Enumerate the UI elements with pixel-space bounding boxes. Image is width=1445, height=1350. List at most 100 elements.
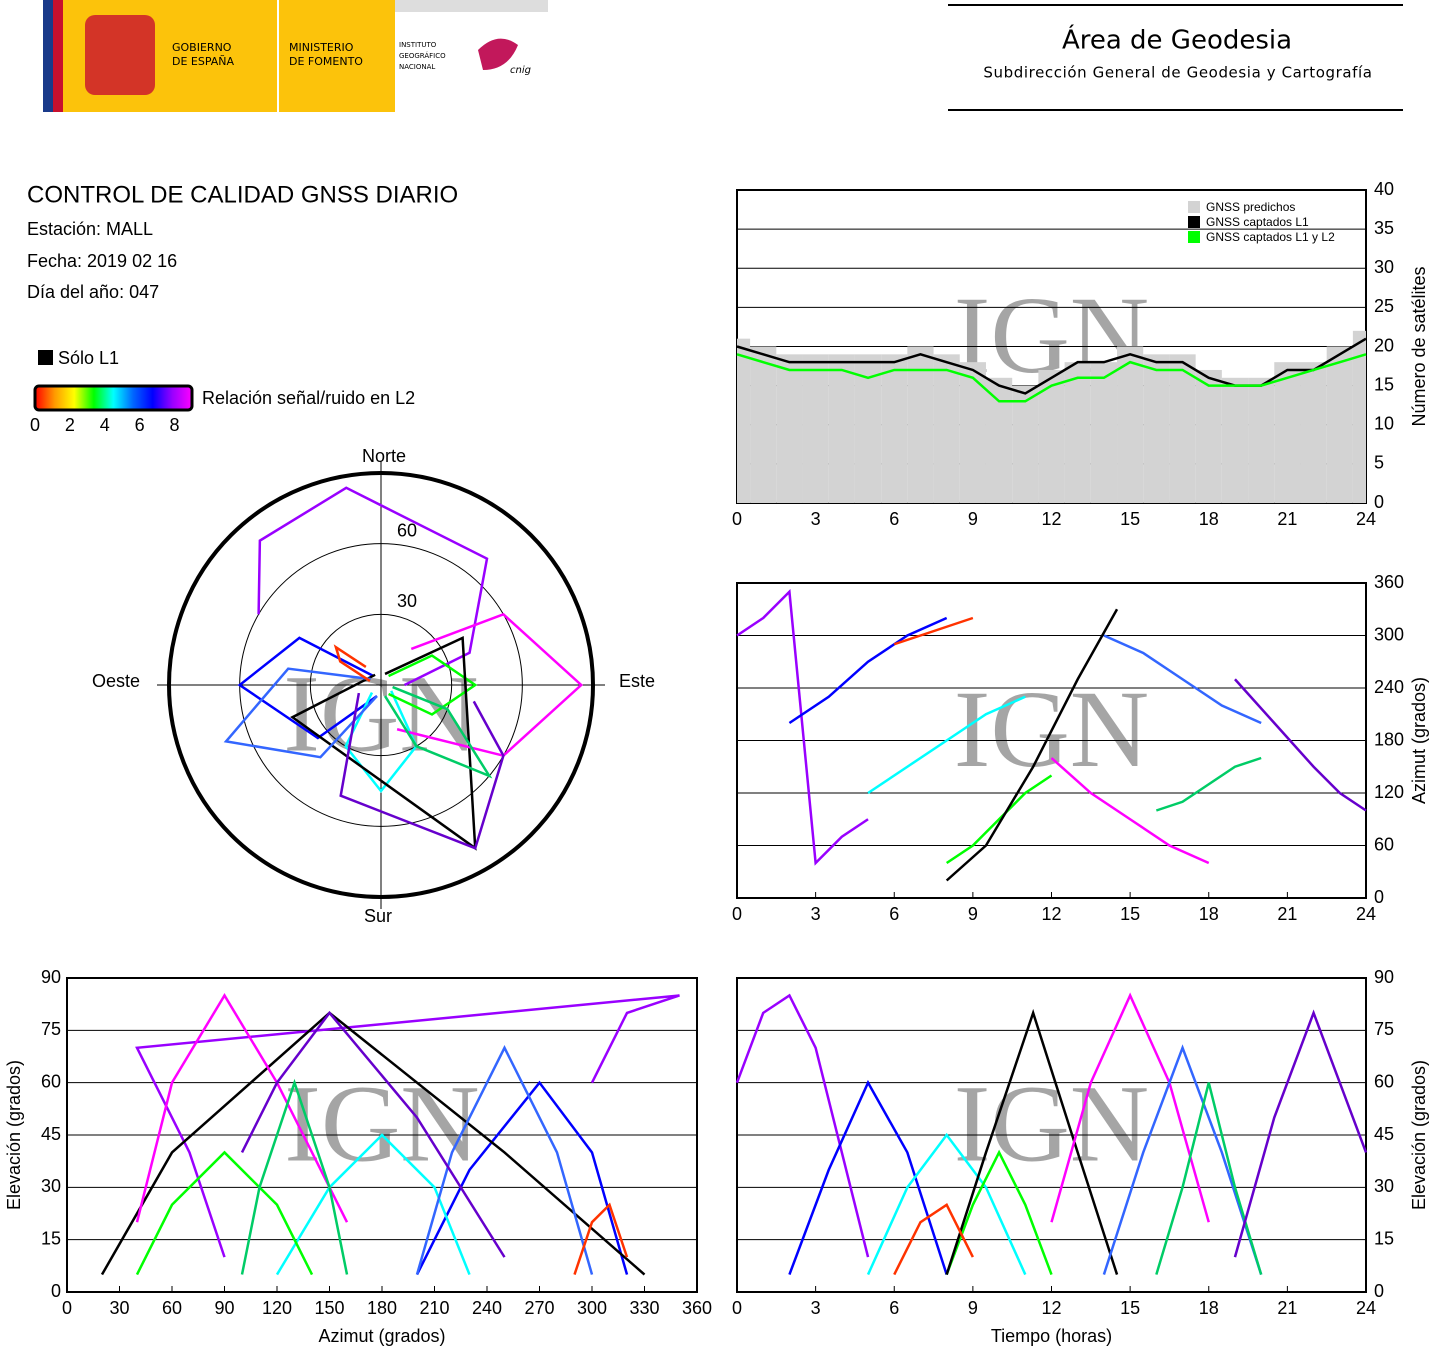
legend-swatch	[1188, 216, 1200, 228]
y-tick-label: 90	[1374, 967, 1394, 987]
y-axis-label: Elevación (grados)	[4, 1060, 24, 1210]
satellite-track	[867, 695, 1026, 795]
y-tick-label: 45	[41, 1124, 61, 1144]
x-tick-label: 9	[968, 1298, 978, 1318]
y-tick-label: 60	[1374, 1071, 1394, 1091]
x-tick-label: 300	[577, 1298, 607, 1318]
bar	[933, 354, 960, 503]
info: Día del año: 047	[27, 282, 159, 302]
x-tick-label: 210	[419, 1298, 449, 1318]
x-tick-label: 21	[1277, 509, 1297, 529]
y-tick-label: 30	[1374, 1176, 1394, 1196]
y-tick-label: 75	[41, 1019, 61, 1039]
satellite-track	[1155, 756, 1262, 812]
bar	[1012, 385, 1039, 503]
y-tick-label: 30	[1374, 257, 1394, 277]
x-tick-label: 0	[62, 1298, 72, 1318]
satellite-track	[1102, 1044, 1263, 1275]
legend-label: GNSS captados L1 y L2	[1206, 230, 1335, 244]
bar	[802, 354, 829, 503]
satellite-track	[223, 667, 378, 759]
satellite-track	[1155, 1082, 1263, 1275]
subtitle: Subdirección General de Geodesia y Carto…	[983, 64, 1372, 82]
logo-text: NACIONAL	[399, 63, 435, 71]
direction-label: Oeste	[92, 671, 140, 691]
y-tick-label: 180	[1374, 729, 1404, 749]
satellite-track	[240, 1010, 506, 1258]
x-tick-label: 0	[732, 509, 742, 529]
report-title: CONTROL DE CALIDAD GNSS DIARIO	[27, 181, 458, 208]
bar	[1064, 362, 1091, 503]
x-tick-label: 120	[262, 1298, 292, 1318]
satellite-track	[945, 774, 1053, 865]
y-axis-label: Elevación (grados)	[1409, 1060, 1429, 1210]
satellite-track	[237, 636, 378, 740]
satellite-track	[396, 612, 584, 758]
logo-text: DE FOMENTO	[289, 55, 363, 68]
satellite-track	[388, 654, 478, 716]
x-tick-label: 12	[1041, 1298, 1061, 1318]
y-tick-label: 360	[1374, 572, 1404, 592]
direction-label: Norte	[362, 446, 406, 466]
bar	[750, 346, 777, 503]
legend-swatch	[38, 350, 53, 365]
x-tick-label: 12	[1041, 509, 1061, 529]
x-tick-label: 60	[162, 1298, 182, 1318]
x-tick-label: 15	[1120, 509, 1140, 529]
ring	[309, 613, 453, 757]
colorbar-tick-label: 2	[65, 415, 75, 435]
satellite-track	[945, 1008, 1119, 1275]
bar	[1300, 362, 1327, 503]
direction-label: Este	[619, 671, 655, 691]
direction-label: Sur	[364, 906, 392, 926]
logo-text: MINISTERIO	[289, 41, 354, 54]
legend-swatch	[1188, 231, 1200, 243]
x-tick-label: 18	[1199, 904, 1219, 924]
logo-text: DE ESPAÑA	[172, 55, 235, 68]
satellite-track	[344, 690, 418, 794]
y-axis-label: Número de satélites	[1409, 266, 1429, 426]
satellite-track	[1103, 634, 1262, 725]
satellite-track	[736, 588, 869, 866]
y-tick-label: 15	[1374, 374, 1394, 394]
plot-frame	[66, 977, 698, 1293]
x-tick-label: 21	[1277, 904, 1297, 924]
x-tick-label: 270	[524, 1298, 554, 1318]
satellite-track	[135, 993, 349, 1223]
satellite-track	[383, 685, 493, 779]
plot-frame	[736, 582, 1367, 899]
bar	[1143, 354, 1170, 503]
satellite-track	[257, 486, 489, 687]
satellite-track	[1050, 757, 1210, 865]
watermark: IGN	[284, 1062, 480, 1184]
satellite-track	[735, 993, 870, 1258]
y-tick-label: 15	[1374, 1228, 1394, 1248]
y-tick-label: 15	[41, 1228, 61, 1248]
bar	[1248, 377, 1275, 503]
logo-text: GOBIERNO	[172, 41, 232, 54]
bar	[881, 354, 908, 503]
bar	[1169, 354, 1196, 503]
x-tick-label: 18	[1199, 509, 1219, 529]
bar	[1274, 362, 1301, 503]
x-tick-label: 24	[1356, 509, 1376, 529]
ring-label: 30	[397, 591, 417, 611]
y-tick-label: 30	[41, 1176, 61, 1196]
satellite-track	[240, 1078, 349, 1275]
satellite-track	[333, 644, 371, 683]
bar	[1326, 346, 1353, 503]
bar	[959, 362, 986, 503]
y-tick-label: 10	[1374, 414, 1394, 434]
satellite-track	[135, 1150, 314, 1276]
x-tick-label: 9	[968, 904, 978, 924]
legend-label: GNSS predichos	[1206, 200, 1295, 214]
x-tick-label: 6	[889, 904, 899, 924]
satellite-track	[788, 1079, 948, 1275]
y-tick-label: 0	[1374, 887, 1384, 907]
satellite-track	[1050, 992, 1210, 1223]
info: Estación: MALL	[27, 219, 153, 239]
area-title: Área de Geodesia	[1062, 24, 1292, 56]
x-tick-label: 3	[811, 1298, 821, 1318]
x-tick-label: 240	[472, 1298, 502, 1318]
